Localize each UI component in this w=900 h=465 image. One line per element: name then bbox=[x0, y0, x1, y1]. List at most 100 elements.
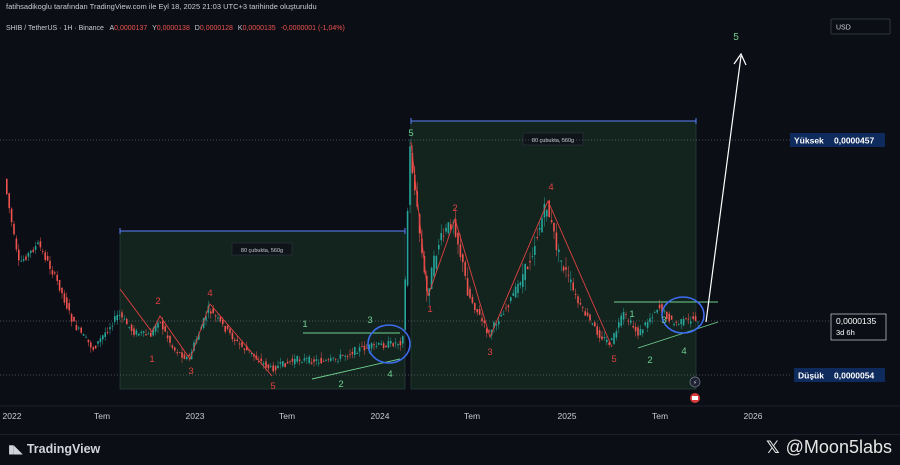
flash-event-icon[interactable] bbox=[689, 376, 701, 388]
candle-body bbox=[394, 342, 397, 344]
candle-body bbox=[186, 356, 188, 360]
candle-body bbox=[522, 274, 524, 287]
candle-body bbox=[630, 320, 632, 323]
candle-body bbox=[44, 252, 46, 260]
candle-body bbox=[234, 339, 236, 342]
candle-body bbox=[106, 332, 109, 333]
candle-body bbox=[507, 305, 510, 308]
candle-body bbox=[176, 352, 178, 354]
candle-body bbox=[267, 364, 270, 369]
candle-body bbox=[322, 361, 325, 362]
candle-body bbox=[586, 312, 589, 316]
candle-body bbox=[459, 244, 462, 258]
candle-body bbox=[651, 317, 654, 319]
x-tick-label: 2023 bbox=[186, 411, 205, 421]
candle-body bbox=[495, 324, 498, 326]
candle-body bbox=[73, 316, 75, 322]
high-price-tag bbox=[790, 133, 885, 147]
candle-body bbox=[457, 232, 459, 245]
wave-label: 3 bbox=[487, 347, 492, 358]
candle-body bbox=[27, 252, 30, 257]
currency-button[interactable]: USD bbox=[830, 18, 891, 35]
candle-body bbox=[411, 152, 414, 174]
candle-body bbox=[260, 358, 262, 362]
price-chart[interactable]: 80 çubukta, 560g 80 çubukta, 560g 5 2 1 … bbox=[0, 14, 900, 434]
candle-body bbox=[229, 328, 231, 333]
x-tick-label: Tem bbox=[464, 411, 480, 421]
wave-label: 2 bbox=[155, 296, 160, 307]
candle-body bbox=[673, 323, 675, 326]
candle-body bbox=[159, 321, 162, 323]
candle-body bbox=[313, 359, 315, 362]
watermark: 𝕏 @Moon5labs bbox=[766, 437, 892, 458]
candle-body bbox=[354, 347, 356, 355]
candle-body bbox=[478, 309, 481, 315]
candle-body bbox=[675, 322, 678, 323]
current-price-value: 0,0000135 bbox=[836, 316, 876, 326]
candle-body bbox=[433, 255, 435, 277]
highlight-circle-1 bbox=[367, 324, 411, 364]
candle-body bbox=[608, 342, 610, 345]
candle-body bbox=[414, 174, 416, 191]
candle-body bbox=[327, 359, 330, 361]
candle-body bbox=[68, 303, 70, 311]
wave-path-cycle-2 bbox=[410, 141, 613, 348]
candle-body bbox=[486, 328, 488, 334]
symbol-name: SHIB / TetherUS · 1H · Binance bbox=[6, 25, 104, 32]
candle-body bbox=[198, 334, 200, 340]
candle-body bbox=[572, 282, 574, 291]
low-name: Düşük bbox=[798, 371, 824, 381]
candle-body bbox=[320, 357, 322, 364]
candle-body bbox=[654, 312, 656, 313]
candle-body bbox=[584, 311, 586, 316]
candle-body bbox=[212, 308, 214, 314]
tradingview-logo[interactable]: ▮◣ TradingView bbox=[8, 442, 100, 456]
candle-body bbox=[102, 335, 104, 340]
candle-body bbox=[375, 346, 378, 347]
candle-body bbox=[284, 363, 286, 368]
candle-body bbox=[488, 330, 490, 332]
countdown: 3d 6h bbox=[836, 328, 855, 337]
range-box-2[interactable]: 80 çubukta, 560g bbox=[410, 118, 697, 390]
candle-body bbox=[440, 232, 442, 241]
candle-body bbox=[351, 351, 354, 355]
candle-body bbox=[685, 318, 687, 320]
wave-label: 1 bbox=[427, 304, 432, 315]
candle-body bbox=[469, 288, 471, 298]
candle-body bbox=[406, 210, 409, 286]
x-tick-label: Tem bbox=[652, 411, 668, 421]
candle-body bbox=[94, 345, 97, 349]
candle-body bbox=[258, 361, 260, 363]
candle-body bbox=[591, 323, 594, 325]
candle-body bbox=[154, 324, 157, 332]
candle-body bbox=[114, 316, 116, 322]
candle-body bbox=[279, 362, 282, 364]
candle-body bbox=[282, 361, 284, 367]
candle-body bbox=[639, 328, 642, 336]
candle-body bbox=[78, 327, 80, 329]
candle-body bbox=[291, 358, 294, 362]
projection-arrow: 5 bbox=[705, 32, 747, 323]
wave-label: 4 bbox=[207, 288, 212, 299]
candle-body bbox=[39, 241, 42, 248]
candle-body bbox=[366, 347, 368, 349]
candle-body bbox=[34, 246, 37, 250]
candle-body bbox=[656, 309, 658, 313]
candle-body bbox=[435, 255, 438, 269]
range-box-1[interactable]: 80 çubukta, 560g bbox=[119, 228, 406, 390]
candle-body bbox=[20, 260, 22, 262]
candle-body bbox=[286, 361, 289, 364]
candle-body bbox=[272, 365, 274, 372]
candle-body bbox=[637, 327, 639, 336]
candle-body bbox=[296, 356, 298, 362]
candle-body bbox=[690, 321, 692, 324]
candle-body bbox=[404, 279, 406, 330]
high-value: 0,0000457 bbox=[834, 136, 874, 146]
candle-body bbox=[349, 354, 351, 356]
candle-body bbox=[10, 208, 13, 223]
candle-body bbox=[97, 341, 99, 344]
candle-body bbox=[87, 339, 90, 343]
candle-body bbox=[214, 315, 217, 317]
candle-body bbox=[368, 344, 370, 350]
x-tick-label: Tem bbox=[94, 411, 110, 421]
